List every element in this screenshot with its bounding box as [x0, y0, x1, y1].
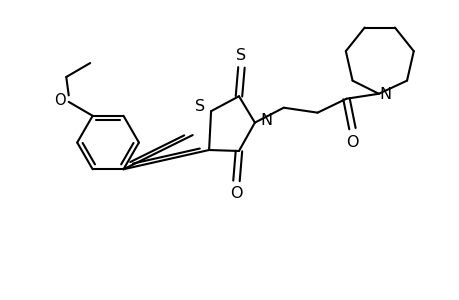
Text: S: S — [236, 48, 246, 63]
Text: N: N — [260, 113, 272, 128]
Text: S: S — [195, 99, 205, 114]
Text: O: O — [346, 135, 358, 150]
Text: O: O — [54, 93, 65, 108]
Text: O: O — [230, 186, 242, 201]
Text: N: N — [379, 87, 391, 102]
